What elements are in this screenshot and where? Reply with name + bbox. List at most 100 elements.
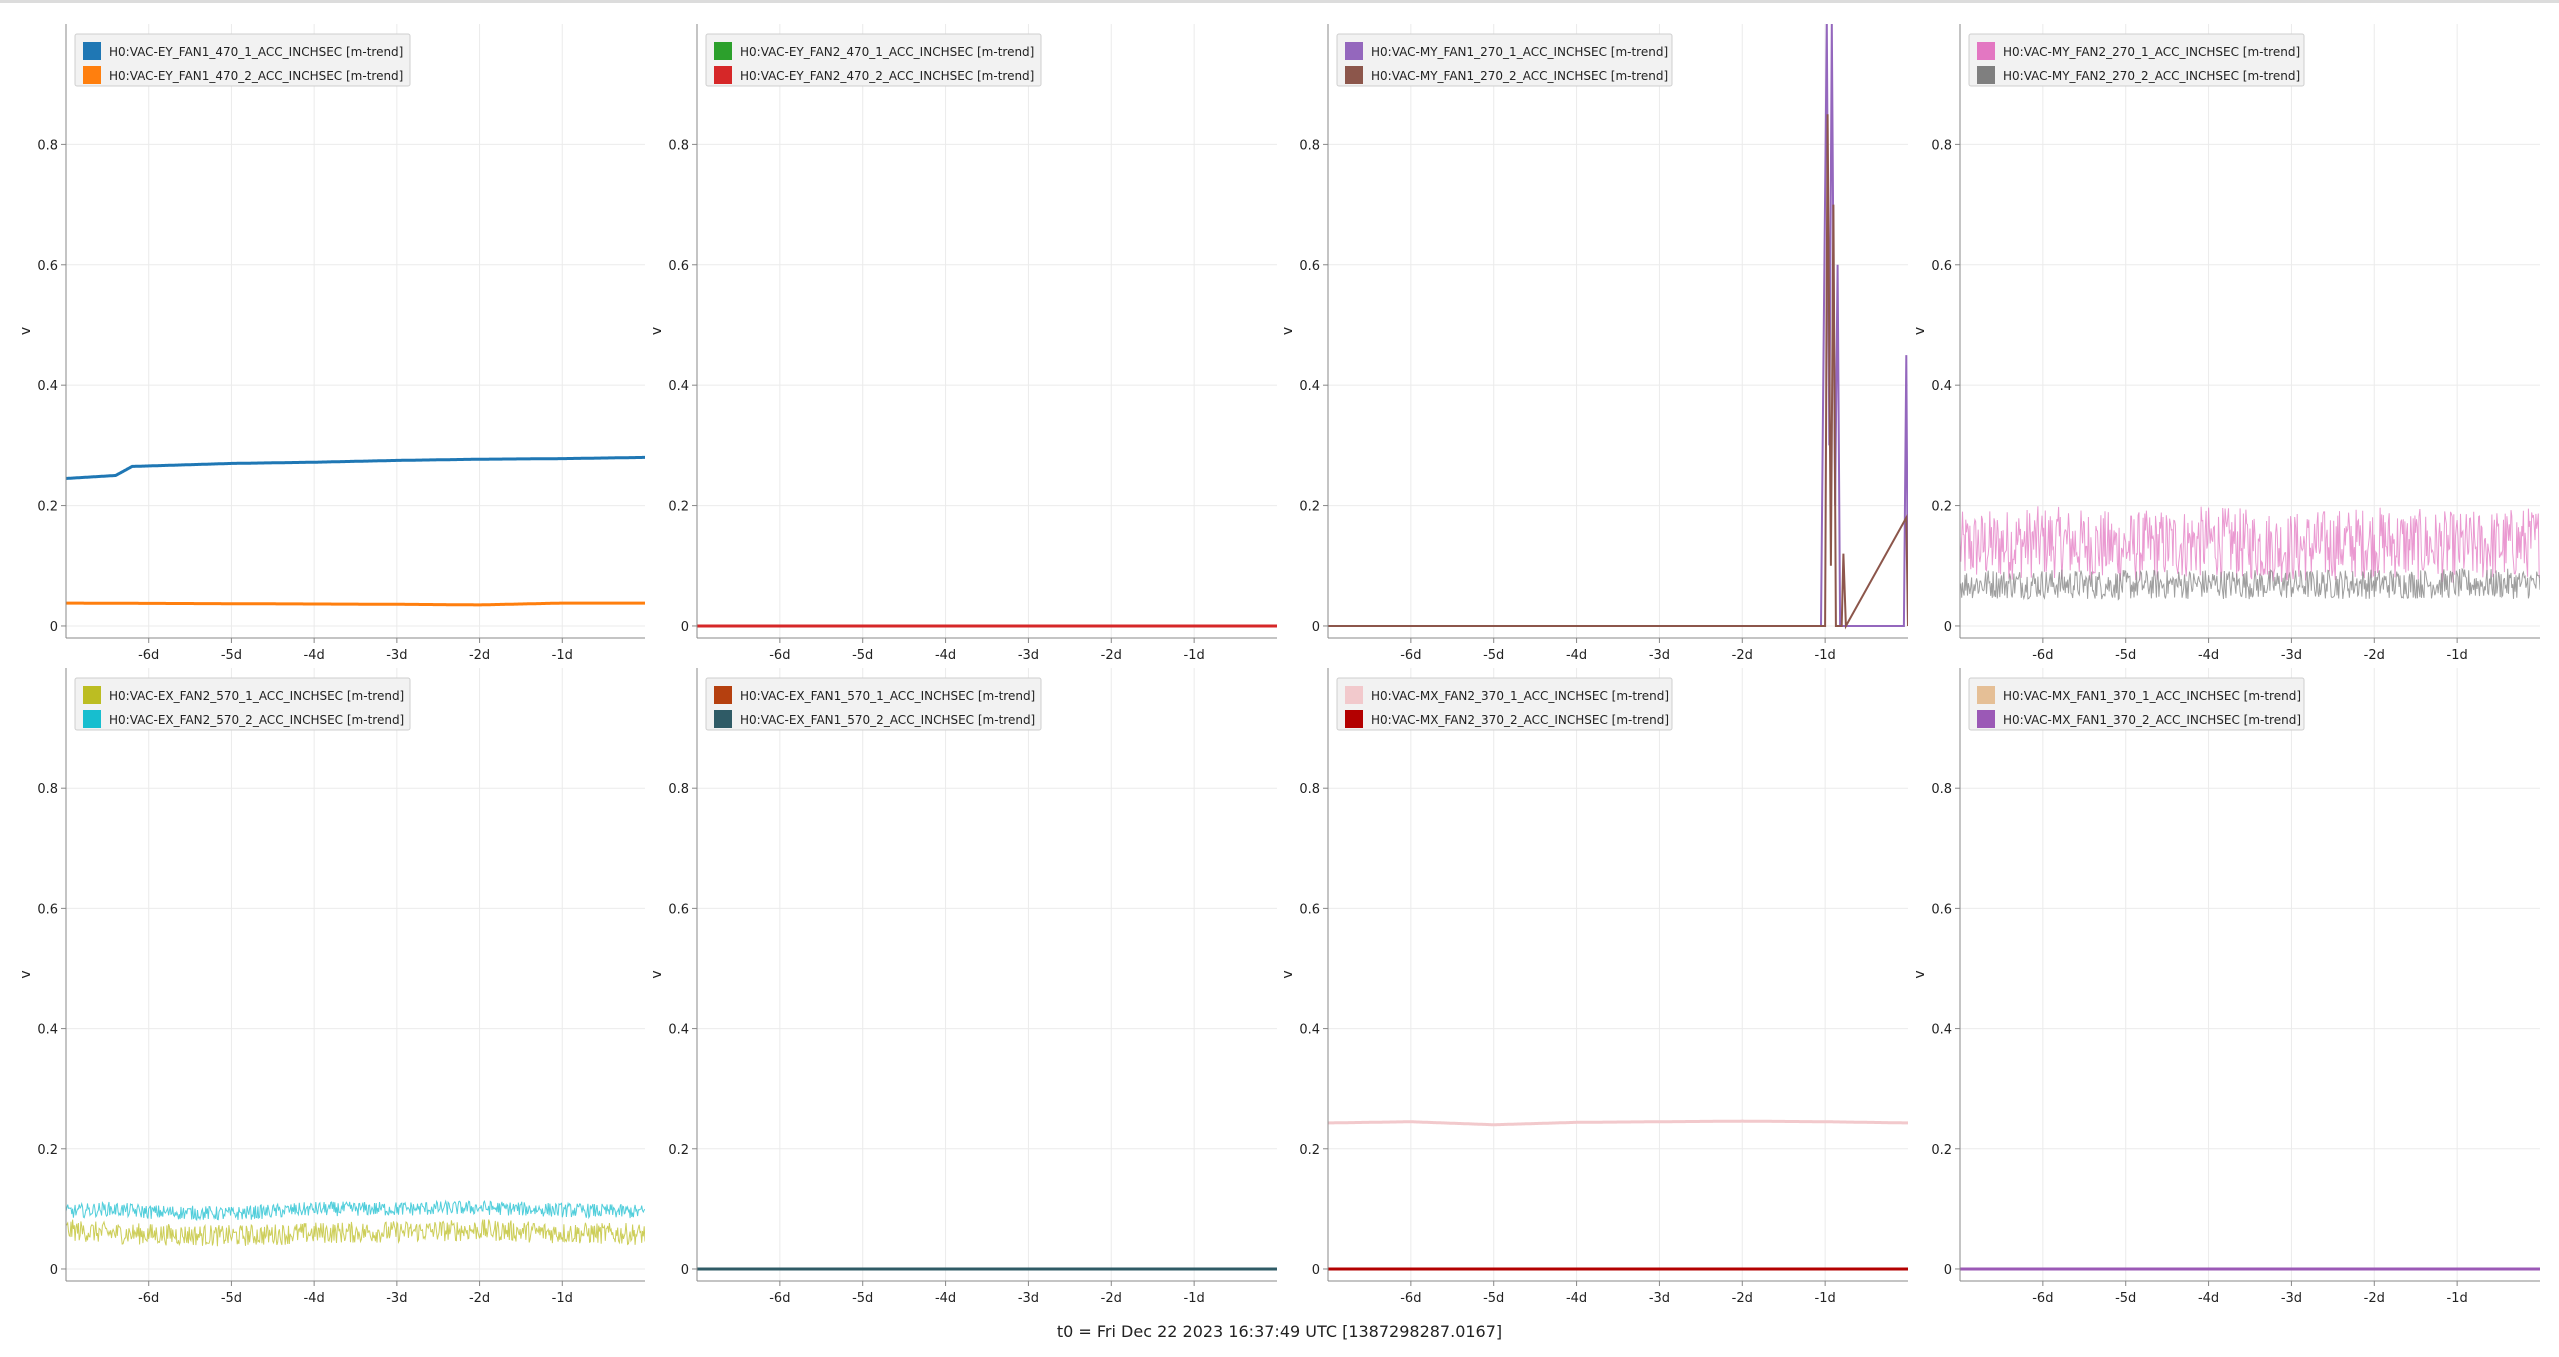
legend-entry: H0:VAC-EY_FAN1_470_1_ACC_INCHSEC [m-tren… — [109, 45, 403, 59]
y-axis-label: v — [1912, 327, 1928, 335]
x-tick-label: -5d — [221, 1291, 242, 1306]
y-axis-label: v — [18, 970, 34, 978]
plot-area — [1328, 1119, 1908, 1271]
y-axis-label: v — [649, 327, 665, 335]
x-tick-label: -5d — [2115, 648, 2136, 663]
y-tick-label: 0.2 — [1931, 500, 1952, 515]
y-tick-label: 0.4 — [37, 1023, 58, 1038]
legend-entry: H0:VAC-EY_FAN2_470_1_ACC_INCHSEC [m-tren… — [740, 45, 1034, 59]
x-tick-label: -1d — [552, 1291, 573, 1306]
y-tick-label: 0.4 — [1299, 1023, 1320, 1038]
x-tick-label: -3d — [1018, 648, 1039, 663]
y-tick-label: 0 — [681, 620, 689, 635]
x-tick-label: -5d — [1483, 648, 1504, 663]
y-tick-label: 0.4 — [668, 1023, 689, 1038]
x-tick-label: -3d — [1649, 1291, 1670, 1306]
x-tick-label: -1d — [1184, 1291, 1205, 1306]
x-tick-label: -3d — [386, 648, 407, 663]
x-tick-label: -1d — [1815, 1291, 1836, 1306]
y-tick-label: 0.4 — [1931, 1023, 1952, 1038]
legend-entry: H0:VAC-MX_FAN2_370_2_ACC_INCHSEC [m-tren… — [1371, 713, 1669, 727]
y-tick-label: 0.8 — [1931, 138, 1952, 153]
legend-swatch — [1345, 66, 1363, 84]
legend-box — [1968, 677, 2305, 731]
y-tick-label: 0 — [1312, 1263, 1320, 1278]
y-tick-label: 0 — [1312, 620, 1320, 635]
x-tick-label: -4d — [1566, 648, 1587, 663]
x-tick-label: -3d — [2281, 1291, 2302, 1306]
legend-entry: H0:VAC-MY_FAN1_270_1_ACC_INCHSEC [m-tren… — [1371, 45, 1668, 59]
legend: H0:VAC-MY_FAN1_270_1_ACC_INCHSEC [m-tren… — [1336, 33, 1673, 87]
series-line-1 — [66, 1219, 645, 1247]
window-top-border — [0, 0, 2559, 3]
y-tick-label: 0.8 — [37, 138, 58, 153]
x-tick-label: -3d — [2281, 648, 2302, 663]
y-tick-label: 0.6 — [1931, 902, 1952, 917]
x-tick-label: -6d — [1400, 1291, 1421, 1306]
series-line-2 — [1960, 567, 2540, 601]
y-tick-label: 0.8 — [37, 782, 58, 797]
x-tick-label: -5d — [852, 648, 873, 663]
x-tick-label: -2d — [1101, 648, 1122, 663]
legend-swatch — [83, 710, 101, 728]
y-tick-label: 0 — [681, 1263, 689, 1278]
legend-entry: H0:VAC-EX_FAN2_570_1_ACC_INCHSEC [m-tren… — [109, 689, 404, 703]
x-tick-label: -4d — [304, 648, 325, 663]
series-line-2 — [1328, 114, 1908, 630]
panel-4: -6d -5d -4d -3d -2d -1d 0 0.2 0.4 0.6 0.8 v H0:VAC-M… — [1912, 24, 2540, 663]
x-tick-label: -4d — [2198, 1291, 2219, 1306]
legend-box — [705, 33, 1042, 87]
x-tick-label: -6d — [138, 1291, 159, 1306]
series-line-2 — [66, 601, 645, 607]
legend-swatch — [83, 686, 101, 704]
legend-swatch — [1977, 710, 1995, 728]
x-tick-label: -3d — [1649, 648, 1670, 663]
legend-box — [1336, 677, 1673, 731]
legend-entry: H0:VAC-EX_FAN1_570_1_ACC_INCHSEC [m-tren… — [740, 689, 1035, 703]
legend-swatch — [714, 686, 732, 704]
x-tick-label: -4d — [304, 1291, 325, 1306]
y-tick-label: 0.8 — [1931, 782, 1952, 797]
x-tick-label: -5d — [852, 1291, 873, 1306]
y-tick-label: 0.4 — [1931, 379, 1952, 394]
y-tick-label: 0.6 — [1299, 259, 1320, 274]
t0-label: t0 = Fri Dec 22 2023 16:37:49 UTC [13872… — [1056, 1322, 1503, 1341]
legend: H0:VAC-MX_FAN2_370_1_ACC_INCHSEC [m-tren… — [1336, 677, 1673, 731]
y-tick-label: 0.8 — [1299, 782, 1320, 797]
legend-entry: H0:VAC-MY_FAN2_270_2_ACC_INCHSEC [m-tren… — [2003, 69, 2300, 83]
y-tick-label: 0.8 — [1299, 138, 1320, 153]
x-tick-label: -3d — [386, 1291, 407, 1306]
x-tick-label: -6d — [2032, 1291, 2053, 1306]
legend-box — [74, 677, 411, 731]
y-tick-label: 0.8 — [668, 782, 689, 797]
y-axis-label: v — [649, 970, 665, 978]
x-tick-label: -3d — [1018, 1291, 1039, 1306]
y-tick-label: 0.6 — [668, 259, 689, 274]
y-tick-label: 0.2 — [1299, 500, 1320, 515]
x-tick-label: -2d — [2364, 648, 2385, 663]
legend-swatch — [1977, 686, 1995, 704]
y-axis-label: v — [1280, 970, 1296, 978]
legend: H0:VAC-EX_FAN2_570_1_ACC_INCHSEC [m-tren… — [74, 677, 411, 731]
legend-swatch — [1345, 686, 1363, 704]
legend-swatch — [1977, 66, 1995, 84]
y-tick-label: 0.4 — [37, 379, 58, 394]
x-tick-label: -1d — [2447, 1291, 2468, 1306]
legend-swatch — [714, 66, 732, 84]
y-tick-label: 0.6 — [1931, 259, 1952, 274]
y-tick-label: 0 — [50, 620, 58, 635]
legend-swatch — [714, 710, 732, 728]
legend-box — [1968, 33, 2305, 87]
x-tick-label: -1d — [1815, 648, 1836, 663]
x-tick-label: -2d — [469, 1291, 490, 1306]
panel-1: -6d -5d -4d -3d -2d -1d 0 0.2 0.4 0.6 0.8 v H0:VAC-E… — [18, 24, 645, 663]
x-tick-label: -6d — [138, 648, 159, 663]
y-axis-label: v — [1280, 327, 1296, 335]
y-tick-label: 0.2 — [1299, 1143, 1320, 1158]
x-tick-label: -4d — [2198, 648, 2219, 663]
legend-entry: H0:VAC-MX_FAN1_370_1_ACC_INCHSEC [m-tren… — [2003, 689, 2301, 703]
x-tick-label: -2d — [1732, 1291, 1753, 1306]
y-tick-label: 0.6 — [668, 902, 689, 917]
legend: H0:VAC-EX_FAN1_570_1_ACC_INCHSEC [m-tren… — [705, 677, 1042, 731]
